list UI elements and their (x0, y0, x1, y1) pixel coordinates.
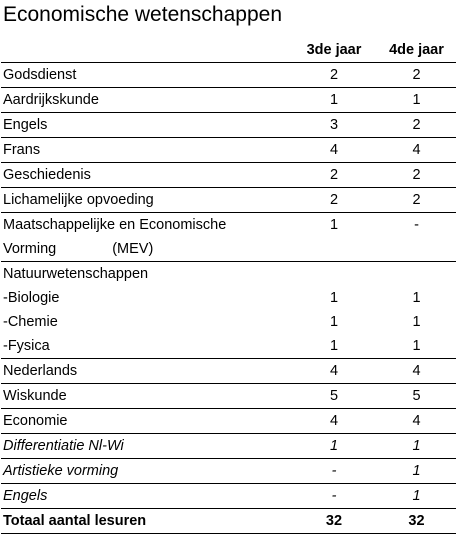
year3-cell: 3 (291, 112, 375, 138)
table-row: Engels - 1 (1, 483, 456, 509)
year4-cell: 1 (412, 290, 421, 306)
page-title: Economische wetenschappen (3, 3, 283, 26)
year4-cell: 1 (375, 87, 456, 113)
table-row: Differentiatie Nl-Wi 1 1 (1, 433, 456, 459)
year3-cell: 5 (291, 383, 375, 409)
year3-cell: - (291, 483, 375, 509)
year4-cell: 5 (375, 383, 456, 409)
subject-cell: Engels (1, 483, 291, 509)
year3-cell: 4 (291, 137, 375, 163)
year4-cell: - (375, 212, 456, 262)
year3-cell: 1 (291, 212, 375, 262)
header-subject (1, 38, 291, 63)
table-row: -Chemie 1 1 (1, 310, 456, 334)
subject-cell: Frans (1, 137, 291, 163)
header-year4: 4de jaar (375, 38, 456, 63)
year4-cell: 1 (375, 433, 456, 459)
total-label: Totaal aantal lesuren (1, 508, 291, 534)
year3-cell: 1 (291, 433, 375, 459)
subject-cell: Differentiatie Nl-Wi (1, 433, 291, 459)
year4-cell: 4 (375, 137, 456, 163)
year3-cell: - (291, 458, 375, 484)
year4-cell: 1 (375, 334, 456, 359)
year3-cell: 2 (291, 62, 375, 88)
year4-cell: 1 (375, 458, 456, 484)
subject-cell: Wiskunde (1, 383, 291, 409)
subject-cell: Maatschappelijke en Economische Vorming (… (1, 212, 291, 262)
year3-cell (291, 262, 375, 287)
subject-line-1: Maatschappelijke en Economische (3, 217, 227, 233)
year4-cell: 1 (375, 483, 456, 509)
total-row: Totaal aantal lesuren 32 32 (1, 508, 456, 534)
year3-cell: 4 (291, 358, 375, 384)
table-row: Wiskunde 5 5 (1, 383, 456, 409)
table-row: Geschiedenis 2 2 (1, 162, 456, 188)
year4-cell (375, 262, 456, 287)
subject-cell: -Fysica (1, 334, 291, 359)
subject-cell: Godsdienst (1, 62, 291, 88)
subject-code: (MEV) (112, 241, 154, 257)
subject-line-2: Vorming (MEV) (3, 237, 291, 261)
year4-cell: 2 (375, 112, 456, 138)
year3-cell: 1 (291, 87, 375, 113)
subject-cell: Lichamelijke opvoeding (1, 187, 291, 213)
table-row: Economie 4 4 (1, 408, 456, 434)
year4-cell: 1 (412, 314, 421, 330)
total-year4: 32 (375, 508, 456, 534)
table-header-row: 3de jaar 4de jaar (1, 38, 456, 63)
table-row: Frans 4 4 (1, 137, 456, 163)
subject-cell: Economie (1, 408, 291, 434)
year3-cell: 4 (291, 408, 375, 434)
lesson-hours-table: 3de jaar 4de jaar Godsdienst 2 2 Aardrij… (1, 38, 456, 534)
year4-cell: 2 (375, 162, 456, 188)
table-row: -Fysica 1 1 (1, 334, 456, 359)
year3-cell: 1 (329, 290, 339, 306)
year4-cell: 2 (375, 187, 456, 213)
subject-cell: Nederlands (1, 358, 291, 384)
year3-cell: 1 (329, 314, 339, 330)
table-row: Godsdienst 2 2 (1, 62, 456, 88)
year3-cell: 2 (291, 162, 375, 188)
header-year3: 3de jaar (291, 38, 375, 63)
table-row: Engels 3 2 (1, 112, 456, 138)
year4-cell: 2 (375, 62, 456, 88)
year4-cell: 4 (375, 408, 456, 434)
subject-cell: Geschiedenis (1, 162, 291, 188)
table-row: -Biologie 1 1 (1, 286, 456, 310)
table-row: Artistieke vorming - 1 (1, 458, 456, 484)
year4-cell: 4 (375, 358, 456, 384)
group-row: Natuurwetenschappen (1, 262, 456, 287)
table-row: Aardrijkskunde 1 1 (1, 87, 456, 113)
subject-cell: -Chemie (3, 314, 58, 330)
subject-cell: Aardrijkskunde (1, 87, 291, 113)
table-row: Maatschappelijke en Economische Vorming (… (1, 212, 456, 262)
table-row: Nederlands 4 4 (1, 358, 456, 384)
year3-cell: 2 (291, 187, 375, 213)
table-row: Lichamelijke opvoeding 2 2 (1, 187, 456, 213)
subject-line-2-text: Vorming (3, 241, 57, 257)
subject-cell: Artistieke vorming (1, 458, 291, 484)
total-year3: 32 (291, 508, 375, 534)
subject-cell: -Biologie (3, 290, 60, 306)
year3-cell: 1 (291, 334, 375, 359)
subject-cell: Engels (1, 112, 291, 138)
group-label: Natuurwetenschappen (3, 266, 149, 282)
